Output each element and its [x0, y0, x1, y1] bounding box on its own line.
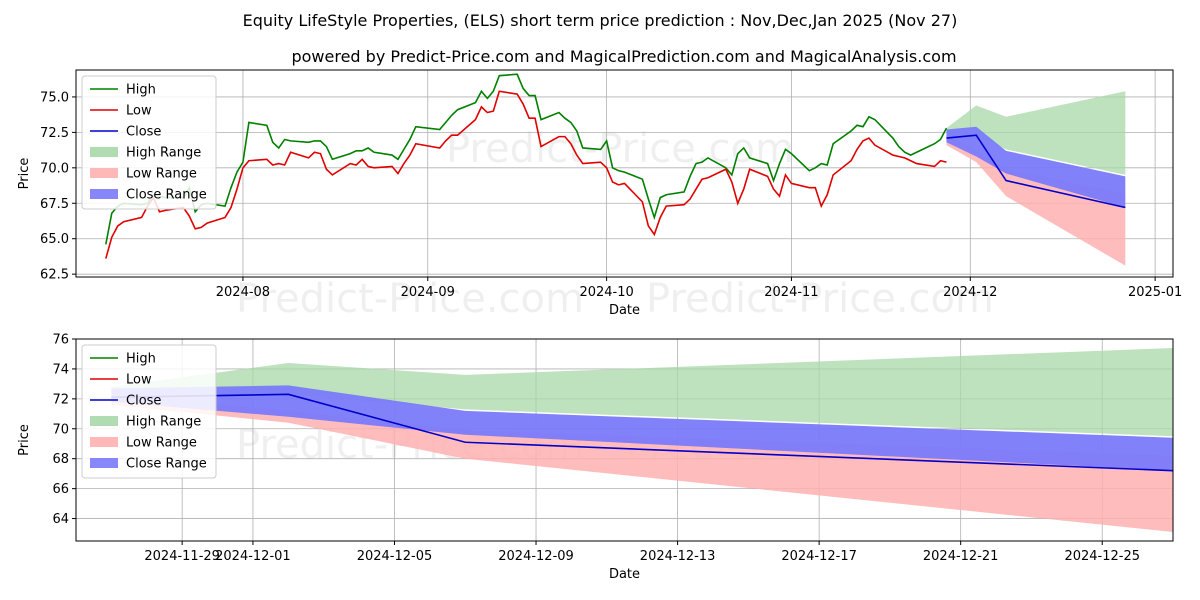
panel1-group: 2024-08 2024-09 2024-10 2024-11 2024-12 2025-…: [17, 69, 1182, 318]
panel2-y-tick-label: 74: [52, 362, 69, 377]
panel1-high-line: [105, 73, 948, 245]
panel1-legend-label-6: Close Range: [126, 188, 207, 203]
panel2-y-tick-label: 70: [52, 422, 69, 437]
panel2-y-tick-label: 68: [52, 452, 69, 467]
panel2-y-axis-label: Price: [17, 424, 32, 456]
panel2-y-tick-label: 64: [52, 512, 69, 527]
panel2-y-tick-label: 72: [52, 392, 69, 407]
panel2-x-tick-label: 2024-12-25: [1064, 549, 1140, 564]
panel2-legend-label-5: Low Range: [126, 436, 197, 451]
panel1-x-tick-label: 2024-10: [579, 285, 633, 300]
panel2-x-tick-label: 2024-12-17: [781, 549, 857, 564]
panel1-x-tick-label: 2024-11: [764, 285, 818, 300]
chart-title: Equity LifeStyle Properties, (ELS) short…: [243, 11, 958, 30]
panel1-x-axis-label: Date: [609, 303, 640, 318]
panel2-legend-label-1: High: [126, 352, 156, 367]
panel1-low-line: [105, 90, 947, 259]
panel2-legend-label-3: Close: [126, 394, 161, 409]
panel2-legend-label-2: Low: [126, 373, 152, 388]
panel2-y-tick-label: 66: [52, 482, 69, 497]
panel1-legend-label-5: Low Range: [126, 167, 197, 182]
panel2-x-tick-label: 2024-12-05: [357, 549, 433, 564]
panel1-plot-area: [105, 73, 1126, 266]
panel2-legend-label-6: Close Range: [126, 457, 207, 472]
panel1-x-tick-label: 2024-08: [216, 285, 270, 300]
panel2-legend-swatch-6: [90, 458, 118, 468]
chart-subtitle: powered by Predict-Price.com and Magical…: [291, 47, 956, 66]
watermark-top-1: Predict-Price.com: [446, 126, 794, 172]
panel1-y-tick-label: 67.5: [40, 197, 69, 212]
watermark-top-3: Predict-Price.com: [646, 276, 994, 322]
panel1-legend-label-1: High: [126, 83, 156, 98]
panel1-y-axis-label: Price: [17, 158, 32, 190]
panel2-legend-swatch-5: [90, 437, 118, 447]
panel2-x-tick-label: 2024-11-29: [144, 549, 220, 564]
panel1-y-tick-label: 70.0: [40, 161, 69, 176]
panel1-x-tick-label: 2024-12: [943, 285, 997, 300]
panel2-legend-label-4: High Range: [126, 415, 201, 430]
watermark-top-2: Predict-Price.com: [236, 276, 584, 322]
panel1-high-range-band: [946, 91, 1126, 175]
panel2-low-range-band: [111, 394, 1173, 533]
panel1-legend-label-4: High Range: [126, 146, 201, 161]
panel1-legend-swatch-6: [90, 189, 118, 199]
panel1-legend-swatch-5: [90, 168, 118, 178]
panel1-close-range-band: [946, 126, 1126, 208]
panel2-x-axis-label: Date: [609, 567, 640, 582]
panel2-y-tick-label: 76: [52, 333, 69, 348]
panel1-legend-label-3: Close: [126, 125, 161, 140]
panel2-legend-swatch-4: [90, 416, 118, 426]
panel1-y-tick-label: 72.5: [40, 126, 69, 141]
panel1-legend-swatch-4: [90, 147, 118, 157]
panel1-close-forecast-line: [946, 134, 1126, 209]
panel1-low-range-band: [946, 135, 1126, 266]
panel1-x-tick-label: 2025-01: [1128, 285, 1182, 300]
panel2-x-tick-label: 2024-12-09: [498, 549, 574, 564]
panel1-y-tick-label: 75.0: [40, 90, 69, 105]
panel2-x-tick-label: 2024-12-21: [923, 549, 999, 564]
panel1-legend-label-2: Low: [126, 104, 152, 119]
panel1-y-tick-label: 62.5: [40, 268, 69, 283]
panel1-axes-frame: [75, 69, 1174, 278]
panel2-high-range-band: [111, 347, 1173, 437]
panel2-plot-area: [111, 347, 1173, 533]
panel1-x-tick-label: 2024-09: [401, 285, 455, 300]
panel2-x-tick-label: 2024-12-13: [640, 549, 716, 564]
panel1-y-tick-label: 65.0: [40, 232, 69, 247]
panel2-close-range-band: [111, 385, 1173, 471]
panel2-x-tick-label: 2024-12-01: [215, 549, 291, 564]
panel2-axes-frame: [75, 338, 1174, 542]
